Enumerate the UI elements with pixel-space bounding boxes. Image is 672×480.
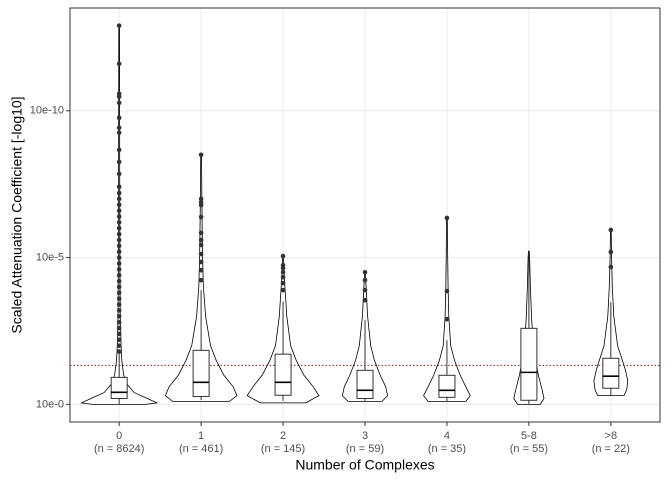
box (192, 349, 210, 397)
y-axis-title: Scaled Attenuation Coefficient [-log10] (9, 96, 25, 333)
outlier (116, 284, 122, 290)
outlier (116, 231, 122, 237)
outlier (198, 277, 204, 283)
outlier (280, 253, 286, 259)
x-count-label: (n = 55) (510, 443, 548, 455)
outlier (116, 267, 122, 272)
x-tick-label: >8 (605, 430, 618, 442)
outlier (116, 61, 122, 67)
box (602, 357, 620, 389)
outlier (116, 115, 122, 121)
outlier (280, 274, 286, 280)
violin (513, 250, 545, 405)
x-tick-label: 2 (280, 430, 286, 442)
x-tick-label: 3 (362, 430, 368, 442)
outlier (116, 225, 122, 231)
outlier (116, 184, 122, 190)
outlier (444, 288, 450, 294)
outlier (116, 171, 122, 177)
outlier (280, 262, 286, 268)
outlier (280, 280, 286, 286)
outlier (198, 237, 204, 243)
outlier (362, 297, 368, 303)
outlier (116, 290, 122, 296)
outlier (116, 237, 122, 243)
outlier (362, 287, 368, 293)
outlier (116, 255, 122, 260)
outlier (116, 214, 122, 219)
outlier (116, 130, 122, 136)
outlier (116, 190, 122, 196)
y-tick-label: 10e-5 (36, 251, 64, 263)
outlier (608, 249, 614, 255)
outlier (116, 319, 122, 325)
outlier (116, 220, 122, 225)
outlier (116, 313, 122, 319)
outlier (198, 251, 204, 257)
outlier (116, 325, 122, 331)
outlier (116, 208, 122, 213)
outlier (444, 215, 450, 221)
x-tick-label: 5-8 (521, 430, 537, 442)
outlier (362, 277, 368, 283)
box (520, 327, 538, 401)
outlier (116, 196, 122, 202)
outlier (116, 100, 122, 106)
x-count-label: (n = 59) (346, 443, 384, 455)
x-count-label: (n = 461) (179, 443, 223, 455)
outlier (116, 343, 122, 348)
outlier (198, 259, 204, 265)
x-axis-title: Number of Complexes (295, 457, 434, 473)
x-count-label: (n = 145) (261, 443, 305, 455)
outlier (116, 278, 122, 284)
x-tick-label: 0 (116, 430, 122, 442)
x-count-label: (n = 35) (428, 443, 466, 455)
outlier (116, 159, 122, 165)
x-tick-label: 4 (444, 430, 450, 442)
outlier (116, 349, 122, 354)
outlier (198, 267, 204, 273)
outlier (116, 147, 122, 153)
outlier (198, 196, 204, 202)
box (438, 374, 456, 398)
outlier (116, 243, 122, 249)
outlier (116, 272, 122, 278)
outlier (116, 337, 122, 343)
x-tick-label: 1 (198, 430, 204, 442)
x-count-label: (n = 8624) (94, 443, 144, 455)
outlier (608, 227, 614, 233)
outlier (116, 202, 122, 208)
outlier (116, 302, 122, 307)
outlier (116, 308, 122, 313)
outlier (280, 287, 286, 293)
y-tick-label: 10e-0 (36, 398, 64, 410)
outlier (116, 125, 122, 131)
outlier (198, 242, 204, 248)
outlier (198, 199, 204, 205)
outlier (280, 269, 286, 275)
outlier (362, 269, 368, 275)
box (274, 353, 292, 396)
outlier (608, 264, 614, 270)
outlier (116, 296, 122, 301)
box (356, 369, 374, 400)
outlier (116, 261, 122, 266)
outlier (116, 331, 122, 337)
outlier (198, 152, 204, 158)
outlier (198, 214, 204, 220)
outlier (198, 230, 204, 236)
x-count-label: (n = 22) (592, 443, 630, 455)
outlier (444, 316, 450, 322)
y-tick-label: 10e-10 (30, 105, 64, 117)
box (110, 376, 128, 400)
outlier (116, 249, 122, 255)
outlier (116, 23, 122, 28)
outlier (116, 91, 122, 97)
